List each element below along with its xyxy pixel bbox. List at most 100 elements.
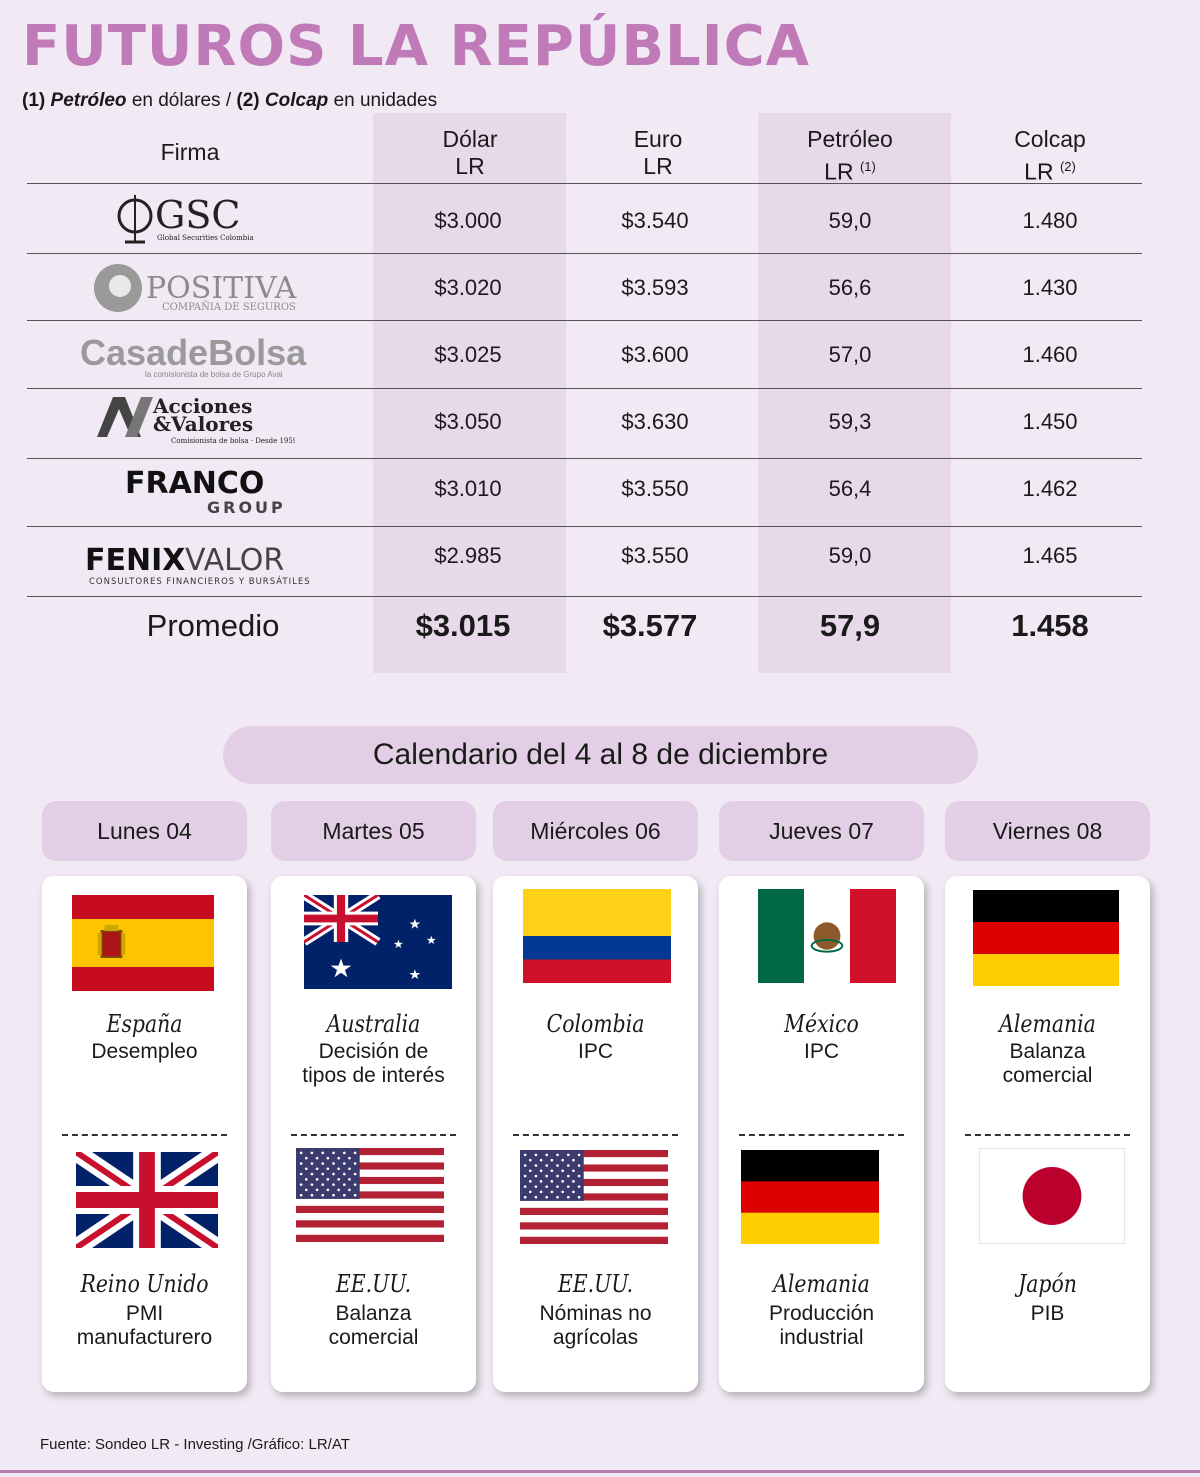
svg-text:FENIX: FENIX [85, 543, 185, 578]
country-name: Alemania [999, 1010, 1096, 1038]
day-card: México IPC Alemania Producción industrial [719, 876, 924, 1392]
cell-petroleo: 59,0 [828, 208, 872, 233]
event-description: IPC [493, 1040, 698, 1064]
cell-euro: $3.550 [621, 543, 689, 568]
average-colcap: 1.458 [1011, 608, 1089, 643]
cell-colcap: 1.430 [1022, 275, 1078, 300]
event-description: Balanza comercial [271, 1302, 476, 1350]
event-line: tipos de interés [302, 1064, 445, 1087]
cell-dolar: $3.050 [434, 409, 502, 434]
svg-text:★: ★ [409, 967, 422, 983]
svg-text:Global Securities Colombia: Global Securities Colombia [157, 234, 254, 242]
fenixvalor-logo: FENIX VALOR CONSULTORES FINANCIEROS Y BU… [70, 529, 320, 591]
row-divider [27, 526, 1142, 527]
day-header: Jueves 07 [719, 801, 924, 861]
cell-dolar: $3.020 [434, 275, 502, 300]
colombia-flag-icon [523, 889, 671, 988]
average-petroleo: 57,9 [819, 608, 881, 643]
country-name: España [106, 1010, 183, 1038]
cell-euro: $3.550 [621, 476, 689, 501]
row-divider [27, 458, 1142, 459]
day-card: España Desempleo Reino Unido PMI manufactur… [42, 876, 247, 1392]
row-divider [27, 253, 1142, 254]
row-divider [27, 596, 1142, 597]
cell-petroleo: 56,6 [828, 275, 872, 300]
event-line: industrial [779, 1326, 864, 1349]
day-card: Colombia IPC EE.UU. Nóminas no agrícolas [493, 876, 698, 1392]
header-petroleo: Petróleo LR (1) [807, 126, 893, 185]
svg-text:★: ★ [329, 954, 353, 983]
country-name: EE.UU. [557, 1270, 634, 1298]
svg-text:la comisionista de bolsa de Gr: la comisionista de bolsa de Grupo Aval [145, 370, 283, 379]
cell-petroleo: 56,4 [828, 476, 872, 501]
svg-text:GSC: GSC [155, 193, 240, 237]
page-title: FUTUROS LA REPÚBLICA [22, 14, 811, 79]
country-name: Australia [326, 1010, 421, 1038]
event-description: Desempleo [42, 1040, 247, 1064]
row-divider [27, 320, 1142, 321]
subtitle: (1) Petróleo en dólares / (2) Colcap en … [22, 90, 438, 111]
day-card: ★ ★ ★ ★ ★ Australia Decisión de tipos de in… [271, 876, 476, 1392]
event-line: PMI [125, 1302, 164, 1325]
header-dolar: Dólar LR [442, 126, 498, 179]
cell-petroleo: 59,0 [828, 543, 872, 568]
mexico-flag-icon [758, 889, 896, 988]
cell-colcap: 1.462 [1022, 476, 1078, 501]
bottom-rule [0, 1470, 1200, 1473]
event-line: Decisión de [318, 1040, 429, 1063]
cell-euro: $3.630 [621, 409, 689, 434]
cell-euro: $3.540 [621, 208, 689, 233]
country-name: Alemania [773, 1270, 870, 1298]
event-line: Producción [768, 1302, 875, 1325]
svg-text:GROUP: GROUP [207, 498, 286, 517]
event-line: agrícolas [552, 1326, 639, 1349]
usa-flag-icon [296, 1148, 444, 1247]
event-line: comercial [328, 1326, 419, 1349]
event-description: Producción industrial [719, 1302, 924, 1350]
country-name: Japón [1018, 1270, 1077, 1298]
day-header: Lunes 04 [42, 801, 247, 861]
event-line: PIB [1030, 1302, 1065, 1325]
header-firma: Firma [160, 139, 220, 165]
average-dolar: $3.015 [415, 608, 511, 643]
event-line: Desempleo [91, 1040, 198, 1063]
header-euro: Euro LR [633, 126, 683, 179]
usa-flag-icon [520, 1150, 668, 1249]
event-description: PMI manufacturero [42, 1302, 247, 1350]
uk-flag-icon [71, 1144, 223, 1256]
positiva-logo: POSITIVA COMPAÑIA DE SEGUROS [70, 257, 320, 319]
event-description: PIB [945, 1302, 1150, 1326]
event-description: Decisión de tipos de interés [271, 1040, 476, 1088]
event-line: IPC [803, 1040, 839, 1063]
gsc-logo: GSC Global Securities Colombia [70, 189, 320, 251]
event-description: IPC [719, 1040, 924, 1064]
day-header: Martes 05 [271, 801, 476, 861]
country-name: Colombia [546, 1010, 645, 1038]
day-header: Viernes 08 [945, 801, 1150, 861]
spain-flag-icon [72, 895, 214, 996]
cell-colcap: 1.480 [1022, 208, 1078, 233]
cell-colcap: 1.450 [1022, 409, 1078, 434]
svg-text:&Valores: &Valores [153, 412, 253, 436]
cell-euro: $3.600 [621, 342, 689, 367]
petroleo-column-band [758, 113, 951, 673]
cell-petroleo: 57,0 [828, 342, 872, 367]
germany-flag-icon [973, 890, 1119, 991]
day-card: Alemania Balanza comercial Japón PIB [945, 876, 1150, 1392]
row-divider [27, 183, 1142, 184]
svg-text:Comisionista de bolsa · Desde: Comisionista de bolsa · Desde 1959 [171, 437, 295, 445]
dashed-divider [739, 1134, 904, 1136]
event-line: Nóminas no [539, 1302, 652, 1325]
event-line: comercial [1002, 1064, 1093, 1087]
event-line: manufacturero [76, 1326, 213, 1349]
event-description: Nóminas no agrícolas [493, 1302, 698, 1350]
svg-text:FRANCO: FRANCO [125, 466, 264, 501]
cell-dolar: $3.000 [434, 208, 502, 233]
svg-text:CasadeBolsa: CasadeBolsa [80, 332, 307, 373]
dashed-divider [965, 1134, 1130, 1136]
header-colcap: Colcap LR (2) [1014, 126, 1086, 185]
casadebolsa-logo: CasadeBolsa la comisionista de bolsa de … [70, 324, 320, 386]
acciones-valores-logo: Acciones &Valores Comisionista de bolsa … [70, 391, 320, 453]
dashed-divider [291, 1134, 456, 1136]
svg-text:Acciones: Acciones [152, 394, 252, 418]
